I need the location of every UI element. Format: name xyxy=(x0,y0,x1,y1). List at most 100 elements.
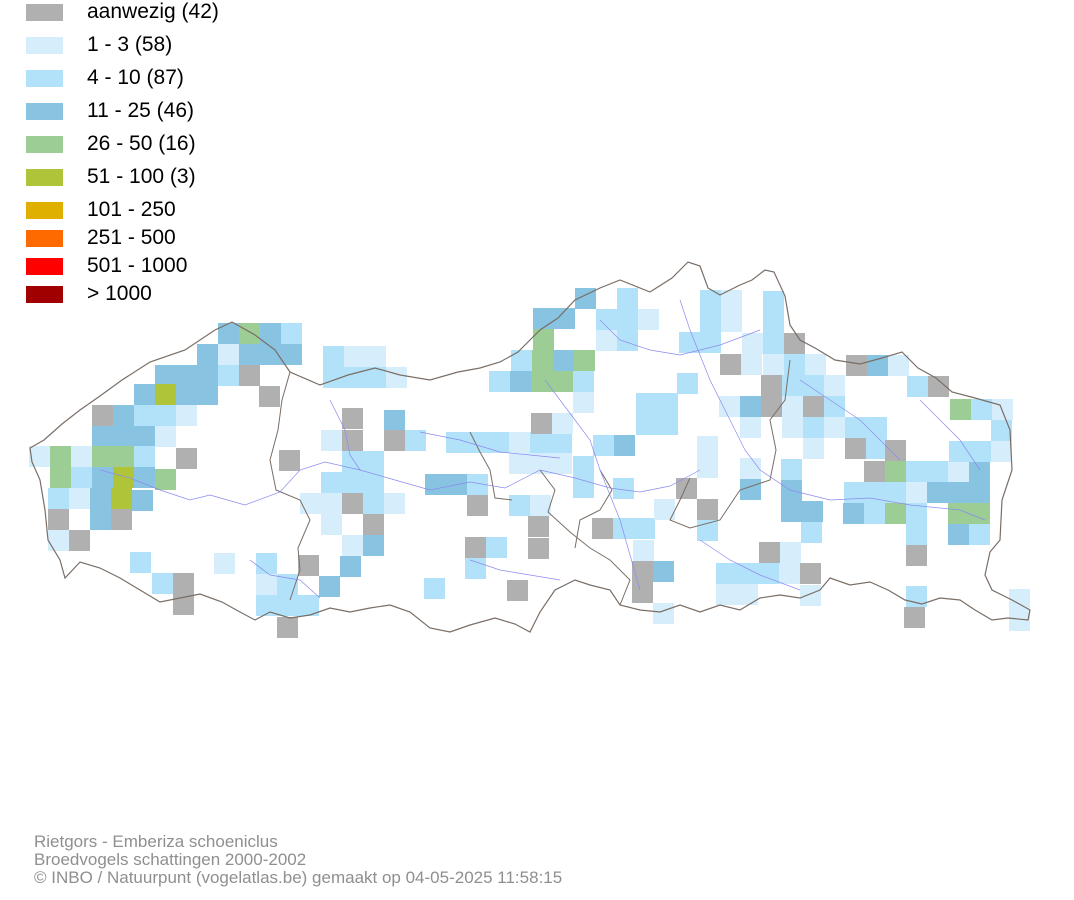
grid-cell xyxy=(509,453,530,474)
grid-cell xyxy=(740,417,761,438)
grid-cell xyxy=(866,417,887,438)
grid-cell xyxy=(865,482,886,503)
map-footer: Rietgors - Emberiza schoeniclus Broedvog… xyxy=(34,833,562,887)
grid-cell xyxy=(554,308,575,329)
grid-cell xyxy=(906,461,927,482)
legend-item-51-100: 51 - 100 (3) xyxy=(26,165,346,188)
grid-cell xyxy=(800,585,821,606)
grid-cell xyxy=(155,426,176,447)
grid-cell xyxy=(281,344,302,365)
grid-cell xyxy=(113,426,134,447)
grid-cell xyxy=(654,499,675,520)
grid-cell xyxy=(636,414,657,435)
dataset-subtitle: Broedvogels schattingen 2000-2002 xyxy=(34,850,307,869)
grid-cell xyxy=(279,450,300,471)
grid-cell xyxy=(763,354,784,375)
grid-cell xyxy=(531,413,552,434)
grid-cell xyxy=(700,290,721,311)
grid-cell xyxy=(617,288,638,309)
grid-cell xyxy=(384,430,405,451)
grid-cell xyxy=(805,354,826,375)
grid-cell xyxy=(176,405,197,426)
grid-cell xyxy=(365,346,386,367)
legend-item-aanwezig: aanwezig (42) xyxy=(26,0,346,23)
grid-cell xyxy=(592,518,613,539)
grid-cell xyxy=(530,432,551,453)
grid-cell xyxy=(721,311,742,332)
legend-label: 101 - 250 xyxy=(87,198,176,221)
grid-cell xyxy=(759,542,780,563)
grid-cell xyxy=(737,563,758,584)
grid-cell xyxy=(465,558,486,579)
grid-cell xyxy=(824,396,845,417)
grid-cell xyxy=(761,375,782,396)
grid-cell xyxy=(281,323,302,344)
grid-cell xyxy=(130,552,151,573)
grid-cell xyxy=(843,503,864,524)
grid-cell xyxy=(111,488,132,509)
grid-cell xyxy=(593,435,614,456)
grid-cell xyxy=(134,405,155,426)
grid-cell xyxy=(677,373,698,394)
grid-cell xyxy=(298,595,319,616)
grid-cell xyxy=(528,538,549,559)
grid-cell xyxy=(573,456,594,477)
grid-cell xyxy=(679,332,700,353)
grid-cell xyxy=(551,432,572,453)
rivers xyxy=(99,299,986,599)
grid-cell xyxy=(321,430,342,451)
grid-cell xyxy=(633,540,654,561)
grid-cell xyxy=(277,617,298,638)
grid-cell xyxy=(779,563,800,584)
grid-cell xyxy=(173,594,194,615)
grid-cell xyxy=(617,309,638,330)
grid-cell xyxy=(132,490,153,511)
grid-cell xyxy=(846,355,867,376)
grid-cell xyxy=(363,472,384,493)
legend-item-1-3: 1 - 3 (58) xyxy=(26,33,346,56)
grid-cell xyxy=(697,499,718,520)
grid-cell xyxy=(552,413,573,434)
grid-cell xyxy=(511,350,532,371)
grid-cell xyxy=(29,446,50,467)
grid-cell xyxy=(365,367,386,388)
grid-cell xyxy=(342,493,363,514)
grid-cell xyxy=(509,495,530,516)
grid-cell xyxy=(574,350,595,371)
grid-cell xyxy=(256,595,277,616)
grid-cell xyxy=(864,461,885,482)
grid-cell xyxy=(134,426,155,447)
grid-cell xyxy=(614,435,635,456)
grid-cell xyxy=(363,493,384,514)
grid-cell xyxy=(551,453,572,474)
grid-cell xyxy=(617,330,638,351)
grid-cell xyxy=(92,467,113,488)
grid-cell xyxy=(319,576,340,597)
grid-cell xyxy=(134,384,155,405)
grid-cell xyxy=(573,371,594,392)
grid-cell xyxy=(782,396,803,417)
species-title: Rietgors - Emberiza schoeniclus xyxy=(34,832,278,851)
grid-cell xyxy=(864,503,885,524)
grid-cell xyxy=(528,516,549,537)
grid-cell xyxy=(340,556,361,577)
grid-cell xyxy=(927,461,948,482)
grid-cell xyxy=(781,501,802,522)
grid-cell xyxy=(969,461,990,482)
grid-cell xyxy=(948,482,969,503)
legend-item-251-500: 251 - 500 xyxy=(26,226,346,249)
grid-cell xyxy=(92,426,113,447)
grid-cell xyxy=(845,438,866,459)
grid-cell xyxy=(489,371,510,392)
legend-swatch xyxy=(26,169,63,186)
grid-cell xyxy=(867,355,888,376)
grid-cell xyxy=(969,482,990,503)
grid-cell xyxy=(197,344,218,365)
legend-swatch xyxy=(26,230,63,247)
grid-cell xyxy=(155,365,176,386)
grid-cell xyxy=(596,330,617,351)
grid-cell xyxy=(323,346,344,367)
grid-cell xyxy=(239,323,260,344)
grid-cell xyxy=(48,509,69,530)
